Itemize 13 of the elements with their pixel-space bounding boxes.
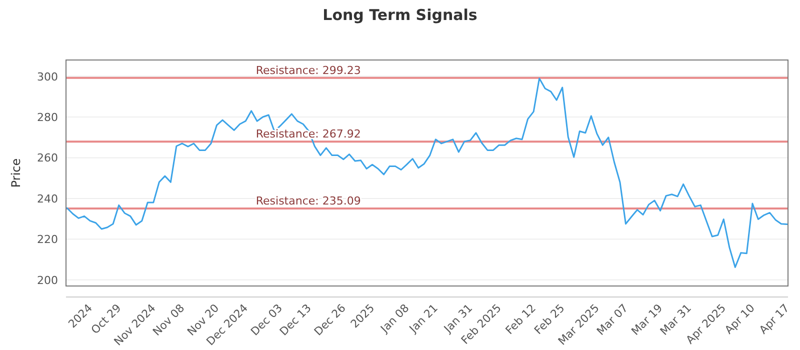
ref-line-label: Resistance: 299.23 (256, 64, 361, 77)
y-tick-label: 300 (37, 70, 58, 84)
y-tick-label: 220 (37, 233, 58, 246)
y-tick-label: 240 (37, 192, 58, 206)
ref-line-label: Resistance: 235.09 (256, 194, 361, 208)
y-tick-label: 260 (37, 152, 58, 165)
y-tick-label: 280 (37, 111, 58, 124)
line-series (66, 78, 788, 268)
x-tick-label: Apr 17 (756, 302, 792, 337)
x-tick-label: Dec 26 (312, 302, 348, 338)
y-tick-label: 200 (37, 274, 58, 287)
chart-title: Long Term Signals (322, 6, 478, 24)
y-axis-title: Price (9, 158, 23, 188)
